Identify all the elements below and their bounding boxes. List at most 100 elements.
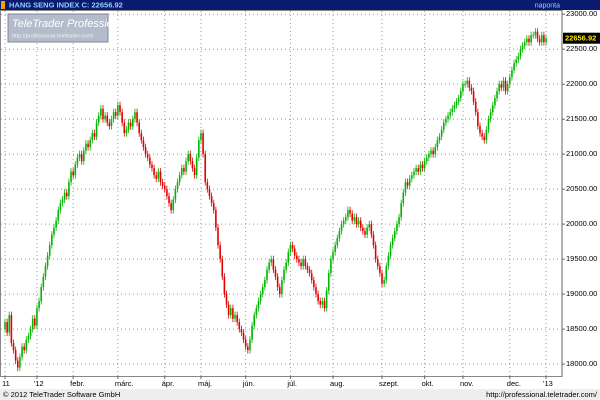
candle-body xyxy=(400,203,402,218)
candle-body xyxy=(221,259,224,277)
candle-body xyxy=(491,105,494,113)
candle-body xyxy=(238,322,241,330)
candle-body xyxy=(44,266,47,277)
candle-body xyxy=(151,164,153,169)
candle-body xyxy=(198,140,200,158)
candle-body xyxy=(53,227,55,235)
candle-body xyxy=(59,203,62,211)
candle-body xyxy=(440,129,443,137)
candle-body xyxy=(296,255,298,260)
candle-body xyxy=(55,220,57,228)
candle-body xyxy=(513,63,515,71)
candle-body xyxy=(442,122,445,130)
candle-body xyxy=(453,105,456,109)
candle-body xyxy=(306,266,309,270)
candle-body xyxy=(389,245,392,256)
candle-body xyxy=(487,119,490,130)
candle-body xyxy=(195,157,198,176)
candle-body xyxy=(538,38,541,43)
candle-body xyxy=(545,38,547,43)
candle-body xyxy=(336,238,339,246)
y-tick-label: 23000.00 xyxy=(566,9,597,18)
candle-body xyxy=(391,238,394,246)
candle-body xyxy=(193,168,196,176)
y-tick-label: 21500.00 xyxy=(566,114,597,123)
candle-body xyxy=(438,136,441,141)
x-tick-label: jún. xyxy=(242,379,255,388)
x-tick-label: aug. xyxy=(330,379,345,388)
candle-body xyxy=(387,255,390,267)
candle-body xyxy=(187,154,189,162)
candle-body xyxy=(502,80,505,88)
candle-body xyxy=(217,227,219,246)
candle-body xyxy=(300,262,302,267)
x-tick-label: okt. xyxy=(422,379,434,388)
candle-body xyxy=(138,122,140,134)
candle-body xyxy=(78,154,81,158)
candle-body xyxy=(42,276,45,288)
candle-body xyxy=(381,273,383,284)
candle-body xyxy=(355,217,358,225)
candle-body xyxy=(83,150,85,162)
candle-body xyxy=(526,38,528,43)
candle-body xyxy=(362,227,364,232)
candle-body xyxy=(119,105,121,113)
candle-body xyxy=(166,189,168,197)
last-price-label: 22656.92 xyxy=(565,34,596,43)
candle-body xyxy=(180,168,183,176)
y-tick-label: 19500.00 xyxy=(566,254,597,263)
candle-body xyxy=(372,234,375,246)
y-tick-label: 19000.00 xyxy=(566,289,597,298)
candle-body xyxy=(345,217,347,221)
candle-body xyxy=(140,133,143,141)
candle-body xyxy=(189,154,192,162)
candle-body xyxy=(276,276,279,288)
candle-body xyxy=(308,269,311,274)
candle-body xyxy=(27,336,30,340)
candle-body xyxy=(16,360,19,368)
candle-body xyxy=(117,105,119,116)
candle-body xyxy=(359,220,362,228)
candle-body xyxy=(51,234,53,246)
candle-body xyxy=(168,196,170,204)
candle-body xyxy=(393,231,396,239)
candle-body xyxy=(310,273,313,281)
candle-body xyxy=(227,304,230,316)
candle-body xyxy=(240,329,243,333)
candle-body xyxy=(449,112,451,116)
candle-body xyxy=(70,171,72,183)
candle-body xyxy=(278,287,281,295)
candle-body xyxy=(423,161,426,169)
candle-body xyxy=(298,259,300,263)
candle-body xyxy=(132,119,134,127)
candle-body xyxy=(364,231,366,235)
candle-body xyxy=(464,84,466,85)
candle-body xyxy=(183,168,185,172)
candle-body xyxy=(370,224,373,235)
candle-body xyxy=(97,115,100,123)
candle-body xyxy=(242,332,245,340)
candle-body xyxy=(185,161,187,172)
candle-body xyxy=(159,171,162,183)
y-tick-label: 20000.00 xyxy=(566,219,597,228)
candle-body xyxy=(489,112,492,120)
candle-body xyxy=(266,269,268,281)
candle-body xyxy=(332,252,334,260)
candle-body xyxy=(25,339,28,351)
candle-body xyxy=(536,31,539,39)
x-tick-label: szept. xyxy=(379,379,399,388)
candle-body xyxy=(125,129,128,134)
y-tick-label: 21000.00 xyxy=(566,149,597,158)
candle-body xyxy=(455,101,458,106)
candle-body xyxy=(121,112,123,123)
candle-body xyxy=(87,143,89,148)
candle-body xyxy=(460,91,462,99)
candle-body xyxy=(142,140,145,148)
candle-body xyxy=(163,185,166,190)
candle-body xyxy=(411,175,413,179)
candle-body xyxy=(285,262,287,270)
candle-body xyxy=(447,115,449,120)
candle-body xyxy=(12,343,15,351)
plot: 18000.00 18500.00 19000.00 19500.00 20000.00… xyxy=(1,9,597,388)
